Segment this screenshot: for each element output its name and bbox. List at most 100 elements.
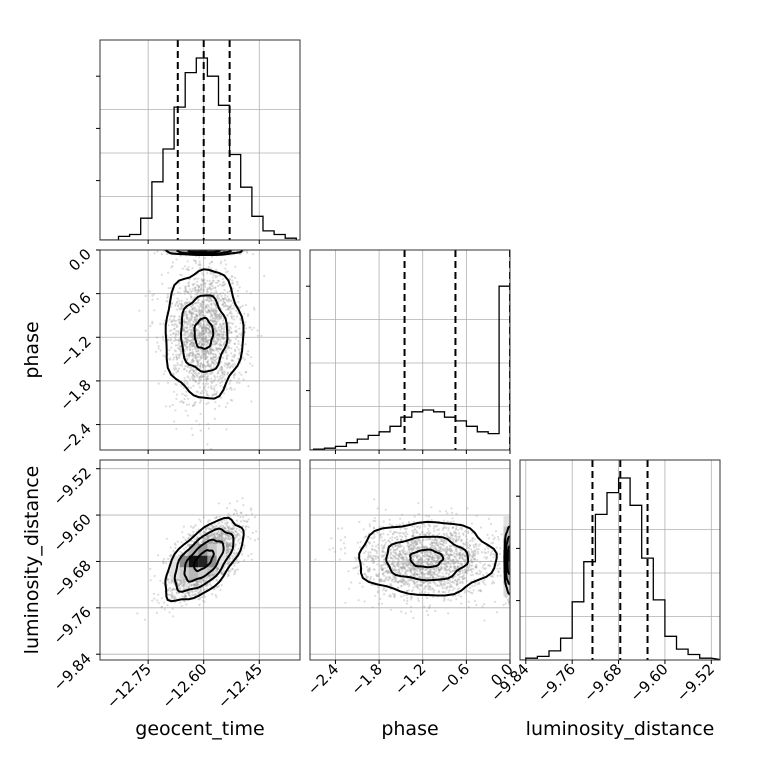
sample-point [235, 552, 238, 555]
sample-point [193, 346, 196, 350]
sample-point [241, 497, 244, 500]
sample-point [206, 327, 210, 330]
sample-point [196, 291, 199, 294]
sample-point [192, 342, 195, 345]
sample-point [186, 307, 189, 310]
sample-point [217, 371, 220, 374]
sample-point [204, 358, 207, 361]
sample-point [252, 306, 256, 309]
sample-point [210, 333, 213, 336]
sample-point [189, 305, 193, 308]
sample-point [201, 541, 204, 544]
sample-point [225, 521, 229, 524]
sample-point [221, 322, 224, 325]
sample-point [210, 298, 213, 301]
sample-point [189, 312, 192, 315]
sample-point [226, 514, 230, 517]
sample-point [414, 528, 417, 531]
sample-point [458, 557, 461, 560]
sample-point [221, 292, 224, 295]
sample-point [190, 323, 193, 326]
sample-point [249, 509, 252, 512]
sample-point [213, 324, 216, 327]
sample-point [228, 307, 231, 310]
sample-point [202, 537, 205, 540]
sample-point [235, 530, 238, 533]
sample-point [243, 312, 246, 315]
sample-point [456, 580, 459, 584]
sample-point [166, 604, 169, 607]
sample-point [242, 519, 245, 522]
sample-point [184, 344, 187, 347]
sample-point [175, 367, 178, 371]
sample-point [428, 572, 431, 575]
sample-point [176, 301, 179, 304]
sample-point [440, 567, 444, 570]
sample-point [399, 553, 402, 556]
sample-point [204, 330, 208, 333]
sample-point [190, 325, 193, 328]
sample-point [184, 546, 188, 549]
sample-point [185, 336, 188, 340]
sample-point [442, 590, 445, 594]
sample-point [187, 282, 190, 285]
sample-point [170, 320, 173, 323]
sample-point [170, 320, 173, 323]
sample-point [206, 394, 209, 397]
sample-point [223, 539, 226, 542]
sample-point [184, 290, 187, 293]
sample-point [204, 327, 207, 330]
sample-point [212, 533, 215, 536]
sample-point [202, 579, 205, 582]
sample-point [220, 336, 223, 339]
sample-point [200, 581, 203, 585]
sample-point [199, 365, 202, 368]
sample-point [253, 539, 257, 542]
sample-point [221, 371, 224, 374]
sample-point [177, 356, 180, 359]
sample-point [233, 348, 237, 351]
sample-point [226, 545, 229, 548]
sample-point [215, 323, 218, 326]
sample-point [231, 355, 234, 358]
sample-point [197, 290, 200, 293]
sample-point [169, 593, 172, 597]
sample-point [211, 319, 214, 322]
sample-point [208, 311, 212, 314]
sample-point [177, 342, 181, 345]
sample-point [174, 344, 177, 347]
sample-point [226, 530, 229, 533]
sample-point [212, 380, 215, 383]
sample-point [189, 332, 192, 335]
sample-point [206, 305, 209, 309]
sample-point [209, 267, 212, 270]
sample-point [210, 541, 213, 544]
sample-point [216, 337, 220, 341]
sample-point [180, 274, 183, 277]
sample-point [169, 546, 172, 549]
sample-point [226, 544, 229, 547]
sample-point [487, 550, 490, 554]
sample-point [191, 315, 194, 318]
sample-point [197, 379, 200, 382]
sample-point [179, 315, 182, 318]
sample-point [219, 347, 222, 350]
sample-point [214, 360, 217, 363]
sample-point [224, 351, 227, 354]
sample-point [218, 315, 221, 318]
sample-point [196, 390, 199, 393]
sample-point [247, 525, 250, 529]
sample-point [230, 331, 233, 334]
sample-point [201, 349, 204, 352]
sample-point [203, 339, 206, 342]
sample-point [201, 301, 204, 304]
sample-point [196, 580, 199, 583]
sample-point [210, 533, 213, 536]
sample-point [218, 293, 222, 296]
sample-point [211, 310, 214, 313]
sample-point [200, 357, 203, 360]
sample-point [208, 527, 211, 530]
sample-point [195, 357, 198, 360]
sample-point [210, 357, 213, 360]
sample-point [190, 583, 193, 587]
